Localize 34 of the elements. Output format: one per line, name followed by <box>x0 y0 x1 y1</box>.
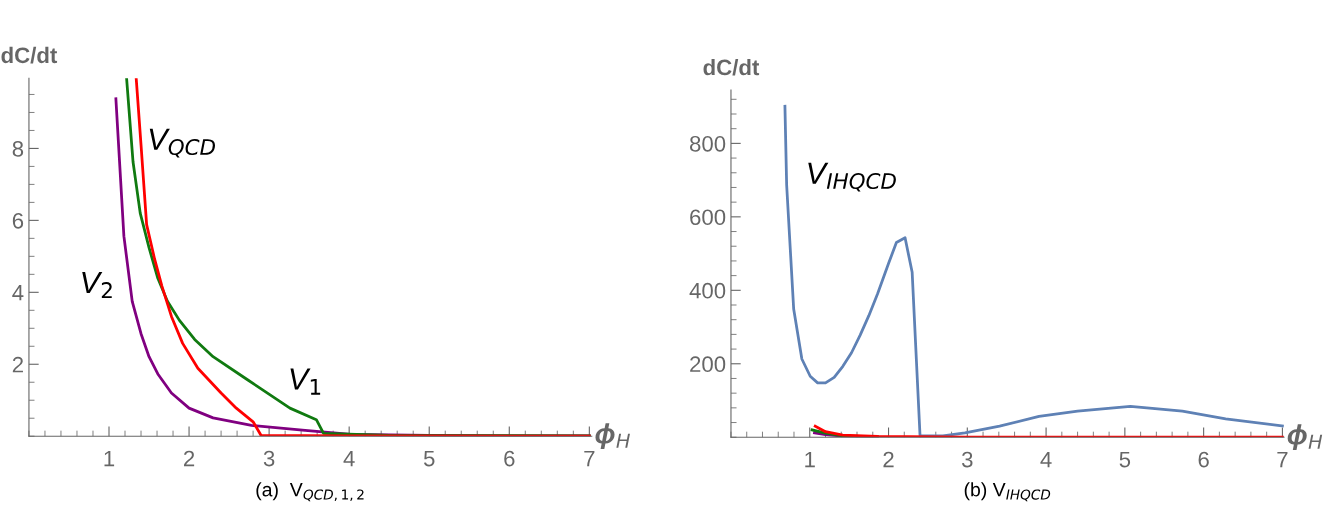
annotation: V$_{2}$ <box>82 271 112 298</box>
x-tick-label: 6 <box>504 450 515 467</box>
x-tick-label: 3 <box>263 450 275 467</box>
x-tick-label: 1 <box>805 451 815 468</box>
x-tick-label: 3 <box>961 451 973 468</box>
x-tick-label: 2 <box>184 450 195 467</box>
line-series <box>813 424 1284 438</box>
x-tick-label: 4 <box>1040 451 1052 468</box>
x-axis-title: ϕ$_{H}$ <box>595 423 630 450</box>
y-axis-title: dC/dt <box>703 59 760 76</box>
y-tick-label: 2 <box>12 356 23 373</box>
y-tick-label: 6 <box>12 212 24 229</box>
x-axis-title: ϕ$_{H}$ <box>1287 424 1323 451</box>
x-tick-label: 5 <box>423 450 435 467</box>
y-tick-label: 200 <box>690 356 726 373</box>
text: (b) V$_{IHQCD}$ <box>964 482 1051 502</box>
annotation: V$_{1}$ <box>290 368 321 395</box>
y-tick-label: 800 <box>690 135 726 152</box>
x-tick-label: 4 <box>343 450 355 467</box>
y-tick-label: 4 <box>12 285 24 301</box>
x-tick-label: 7 <box>1277 451 1288 468</box>
x-tick-label: 7 <box>584 450 595 467</box>
y-tick-label: 400 <box>689 282 726 299</box>
x-tick-label: 5 <box>1119 451 1131 468</box>
x-tick-label: 2 <box>883 451 894 468</box>
x-tick-label: 1 <box>104 450 115 467</box>
annotation: V$_{QCD}$ <box>149 128 216 158</box>
annotation: V$_{IHQCD}$ <box>808 162 896 192</box>
text: (a) V$_{QCD,1,2}$ <box>256 482 364 502</box>
y-tick-label: 600 <box>690 209 726 226</box>
x-tick-label: 6 <box>1198 451 1209 468</box>
line-series <box>783 104 1284 438</box>
y-tick-label: 8 <box>12 140 24 157</box>
y-axis-title: dC/dt <box>1 46 58 64</box>
